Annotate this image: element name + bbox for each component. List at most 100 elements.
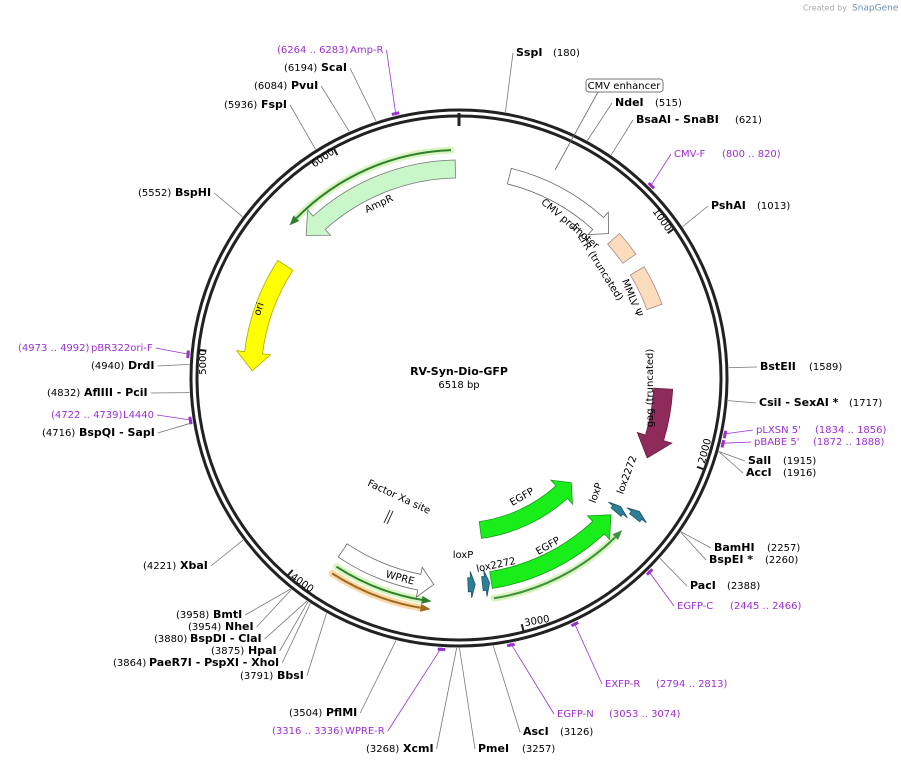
leader-line bbox=[492, 645, 521, 733]
site-position: (2260) bbox=[765, 555, 798, 566]
tick-mark bbox=[286, 569, 294, 577]
leader-line bbox=[306, 613, 327, 677]
leader-line bbox=[680, 531, 712, 549]
plasmid-name: RV-Syn-Dio-GFP bbox=[410, 365, 508, 378]
primer-range: (2445 .. 2466) bbox=[730, 601, 802, 612]
tick-mark bbox=[332, 147, 339, 156]
leader-line bbox=[649, 153, 672, 188]
leader-line bbox=[505, 52, 514, 113]
feature-head bbox=[289, 215, 300, 226]
primer-range: (2794 .. 2813) bbox=[656, 679, 728, 690]
site-position: (5552) bbox=[138, 188, 171, 199]
feature-label: lox2272 bbox=[615, 455, 639, 496]
site-name: SalI bbox=[748, 454, 771, 467]
features bbox=[235, 146, 674, 612]
primer-range: (4722 .. 4739) bbox=[51, 410, 123, 421]
feature-arrow bbox=[636, 387, 674, 459]
primer-range: (800 .. 820) bbox=[722, 149, 781, 160]
primer-name: L4440 bbox=[123, 410, 154, 421]
leader-line bbox=[610, 119, 634, 156]
cmv-enhancer-box bbox=[585, 78, 664, 93]
primer-name: pBABE 5' bbox=[754, 437, 800, 448]
feature-arrow bbox=[506, 167, 610, 236]
feature-line bbox=[493, 536, 617, 600]
primer-name: Amp-R bbox=[350, 45, 384, 56]
primer-mark bbox=[506, 642, 515, 648]
site-name: AccI bbox=[746, 466, 772, 479]
primer-name: pLXSN 5' bbox=[756, 425, 801, 436]
primer-range: (4973 .. 4992) bbox=[18, 343, 90, 354]
site-name: BspDI - ClaI bbox=[190, 632, 262, 645]
feature-arrow bbox=[481, 569, 491, 597]
site-position: (3257) bbox=[522, 744, 555, 755]
site-name: PshAI bbox=[711, 199, 746, 212]
leader-line bbox=[213, 192, 243, 217]
site-name: XbaI bbox=[180, 559, 208, 572]
leader-line bbox=[155, 347, 191, 355]
leader-line bbox=[320, 85, 350, 132]
primer-name: CMV-F bbox=[674, 149, 705, 160]
site-position: (515) bbox=[655, 98, 682, 109]
leader-line bbox=[680, 531, 707, 561]
feature-line bbox=[331, 572, 421, 609]
leader-line bbox=[587, 102, 613, 141]
leader-line bbox=[387, 647, 442, 732]
tick-mark bbox=[520, 623, 525, 633]
factor-xa-mark bbox=[383, 509, 391, 524]
site-name: BsaAI - SnaBI bbox=[636, 113, 719, 126]
site-position: (4940) bbox=[91, 361, 124, 372]
backbone-outer bbox=[189, 108, 729, 648]
primer-mark bbox=[186, 350, 190, 359]
leader-line bbox=[510, 642, 555, 715]
leader-line bbox=[210, 539, 244, 567]
site-position: (3268) bbox=[366, 744, 399, 755]
site-name: BamHI bbox=[714, 541, 755, 554]
primer-name: WPRE-R bbox=[345, 726, 385, 737]
site-position: (1717) bbox=[849, 398, 882, 409]
leader-line bbox=[256, 589, 292, 628]
site-name: PacI bbox=[690, 579, 716, 592]
leader-line bbox=[245, 588, 291, 616]
leader-line bbox=[349, 67, 377, 122]
site-name: ScaI bbox=[321, 61, 347, 74]
feature-arrow bbox=[467, 571, 476, 599]
feature-arrow bbox=[489, 514, 612, 589]
feature-label: ori bbox=[252, 301, 266, 317]
feature-arrow bbox=[608, 501, 628, 519]
site-position: (3504) bbox=[289, 708, 322, 719]
tick-mark bbox=[696, 465, 705, 471]
leader-line bbox=[682, 205, 709, 227]
site-position: (621) bbox=[735, 115, 762, 126]
feature-label: Factor Xa site bbox=[366, 478, 432, 517]
site-position: (1915) bbox=[783, 456, 816, 467]
tick-mark bbox=[667, 227, 675, 234]
leader-line bbox=[359, 640, 397, 714]
site-position: (1589) bbox=[809, 362, 842, 373]
site-name: BbsI bbox=[277, 669, 304, 682]
primer-name: pBR322ori-F bbox=[91, 343, 153, 354]
tick-label: 3000 bbox=[524, 614, 551, 629]
site-name: FspI bbox=[261, 98, 287, 111]
site-position: (6194) bbox=[284, 63, 317, 74]
leader-line bbox=[279, 601, 309, 652]
site-position: (3126) bbox=[560, 727, 593, 738]
site-name: BmtI bbox=[213, 608, 242, 621]
feature-arrow bbox=[337, 543, 435, 599]
feature-arrow bbox=[626, 507, 647, 524]
site-position: (5936) bbox=[224, 100, 257, 111]
primer-range: (3316 .. 3336) bbox=[272, 726, 344, 737]
site-position: (2257) bbox=[767, 543, 800, 554]
primer-mark bbox=[647, 181, 656, 190]
feature-head bbox=[612, 530, 623, 540]
leader-line bbox=[554, 91, 599, 171]
site-name: AscI bbox=[523, 725, 549, 738]
site-position: (3954) bbox=[188, 622, 221, 633]
site-position: (180) bbox=[553, 48, 580, 59]
leader-line bbox=[718, 451, 746, 462]
site-position: (4221) bbox=[143, 561, 176, 572]
site-position: (1916) bbox=[783, 468, 816, 479]
site-position: (2388) bbox=[727, 581, 760, 592]
leader-line bbox=[156, 414, 193, 421]
site-name: HpaI bbox=[248, 644, 277, 657]
site-name: BstEII bbox=[760, 360, 796, 373]
